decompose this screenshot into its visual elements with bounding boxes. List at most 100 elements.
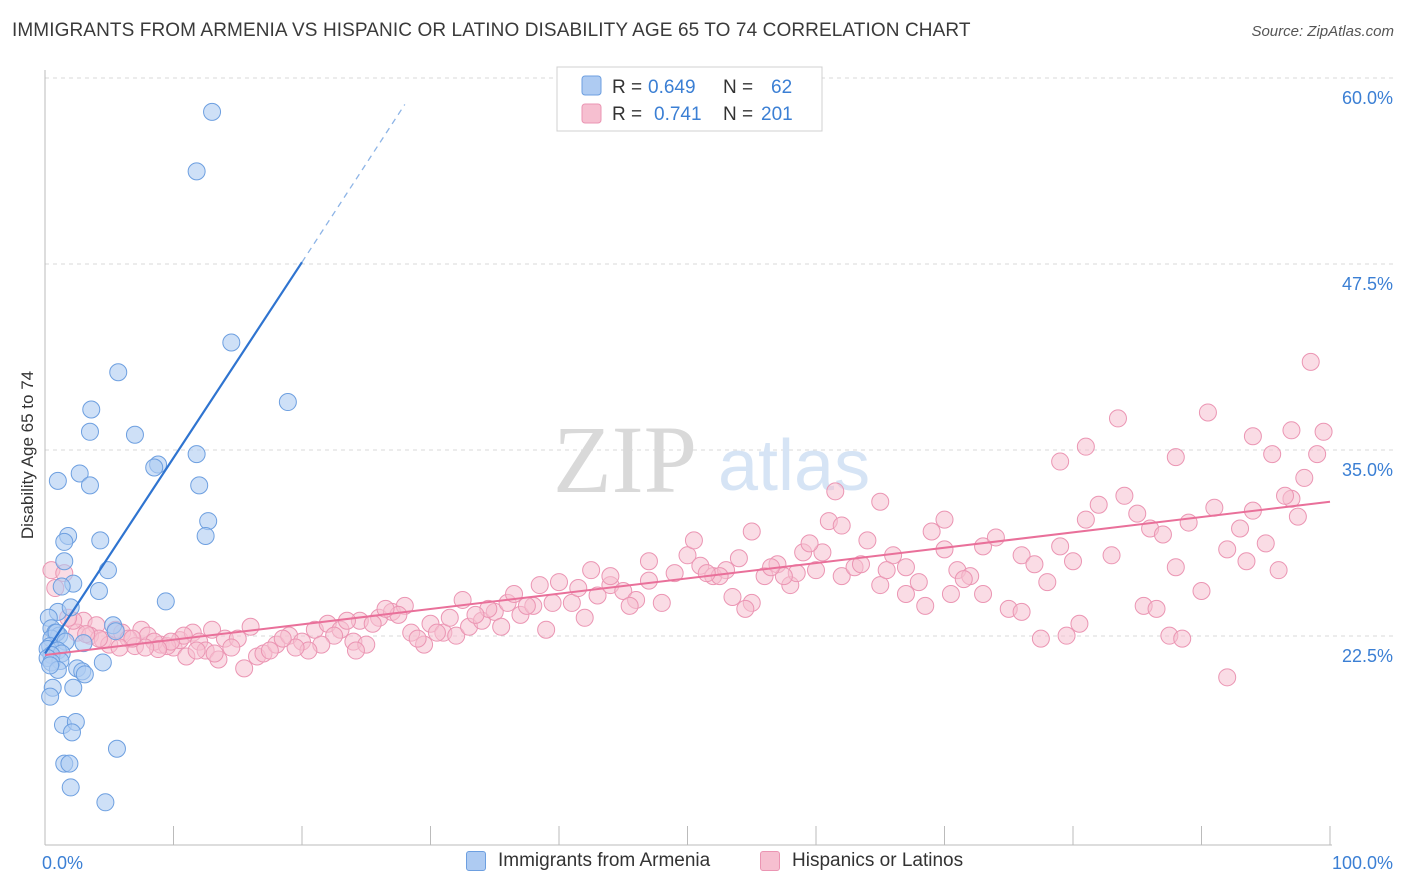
hispanics-point	[736, 599, 755, 618]
hispanics-point	[916, 596, 935, 615]
hispanics-point	[665, 564, 684, 583]
legend-r-value-armenia: 0.649	[648, 77, 696, 98]
hispanics-point	[1064, 552, 1082, 571]
hispanics-point	[813, 543, 832, 562]
armenia-point	[278, 393, 297, 412]
bottom-legend: Immigrants from Armenia Hispanics or Lat…	[0, 850, 1406, 880]
watermark-zip: ZIP	[553, 406, 697, 513]
legend-n-value-hispanics: 201	[761, 104, 793, 125]
hispanics-point	[851, 555, 870, 574]
armenia-point	[107, 739, 126, 758]
armenia-point	[145, 458, 164, 477]
hispanics-point	[697, 564, 716, 583]
hispanics-point	[639, 571, 658, 590]
hispanics-point	[440, 608, 459, 627]
hispanics-point	[1076, 437, 1095, 456]
hispanics-point	[601, 567, 620, 586]
hispanics-point	[187, 641, 206, 660]
hispanics-point	[530, 576, 549, 595]
hispanics-point	[1269, 561, 1288, 580]
hispanics-point	[260, 641, 279, 660]
armenia-point	[41, 656, 60, 675]
hispanics-point	[1038, 573, 1057, 592]
hispanics-point	[871, 492, 890, 511]
hispanics-point	[517, 596, 536, 615]
legend-swatch-armenia-bottom	[466, 851, 486, 871]
legend-item-armenia: Immigrants from Armenia	[466, 850, 710, 872]
hispanics-point	[582, 561, 601, 580]
y-tick-label-2: 47.5%	[1342, 274, 1393, 294]
hispanics-point	[346, 641, 365, 660]
hispanics-point	[800, 534, 819, 553]
hispanics-point	[1231, 519, 1250, 538]
hispanics-point	[1205, 498, 1224, 517]
grid-lines	[45, 77, 1395, 637]
legend-r-value-hispanics: 0.741	[654, 104, 702, 125]
hispanics-point	[1070, 614, 1089, 633]
hispanics-point	[1108, 409, 1127, 428]
hispanics-point	[1308, 445, 1327, 464]
armenia-point	[55, 552, 74, 571]
hispanics-point	[941, 584, 960, 603]
hispanics-point	[684, 531, 703, 550]
x-tick-label-0: 0.0%	[42, 853, 83, 873]
armenia-point	[80, 422, 99, 441]
legend-label-hispanics: Hispanics or Latinos	[792, 850, 964, 871]
hispanics-point	[1288, 507, 1307, 526]
hispanics-point	[222, 638, 241, 657]
hispanics-point	[871, 576, 890, 595]
axes	[44, 70, 1332, 846]
legend-label-armenia: Immigrants from Armenia	[498, 850, 711, 871]
hispanics-point	[1173, 629, 1192, 648]
y-tick-label-3: 60.0%	[1342, 88, 1393, 108]
hispanics-point	[652, 593, 671, 612]
hispanics-point	[1057, 626, 1076, 645]
hispanics-point	[1025, 555, 1044, 574]
legend-item-hispanics: Hispanics or Latinos	[760, 850, 963, 872]
hispanics-point	[550, 573, 568, 592]
armenia-point	[190, 476, 209, 495]
armenia-point	[187, 162, 206, 181]
hispanics-point	[1218, 540, 1237, 559]
hispanics-point	[1166, 448, 1185, 467]
hispanics-point	[1031, 629, 1050, 648]
hispanics-point	[562, 593, 581, 612]
armenia-point	[222, 333, 241, 352]
armenia-point	[199, 512, 218, 531]
hispanics-point	[123, 629, 142, 648]
hispanics-point	[858, 531, 877, 550]
watermark-atlas: atlas	[718, 426, 870, 506]
armenia-point	[52, 577, 71, 596]
armenia-point	[89, 582, 108, 601]
armenia-point	[196, 526, 215, 545]
series-armenia-points	[38, 102, 297, 812]
hispanics-point	[1051, 537, 1070, 556]
armenia-point	[70, 464, 89, 483]
legend-r-label-hispanics: R =	[612, 104, 642, 125]
hispanics-point	[588, 586, 607, 605]
armenia-point	[80, 476, 99, 495]
legend-r-label-armenia: R =	[612, 77, 642, 98]
hispanics-point	[205, 644, 224, 663]
hispanics-point	[986, 528, 1005, 547]
hispanics-point	[241, 617, 260, 636]
hispanics-point	[832, 567, 851, 586]
legend-n-value-armenia: 62	[771, 77, 792, 98]
armenia-point	[91, 531, 110, 550]
hispanics-point	[742, 522, 761, 541]
y-tick-label-0: 22.5%	[1342, 646, 1393, 666]
hispanics-point	[909, 573, 928, 592]
hispanics-point	[1237, 552, 1256, 571]
hispanics-point	[723, 587, 742, 606]
hispanics-point	[1179, 513, 1198, 532]
hispanics-point	[427, 623, 446, 642]
hispanics-point	[896, 584, 915, 603]
hispanics-point	[1102, 546, 1121, 565]
trend-line-hispanics	[44, 500, 1331, 656]
hispanics-point	[543, 593, 562, 612]
armenia-point	[55, 532, 74, 551]
hispanics-point	[974, 584, 993, 603]
hispanics-point	[1314, 422, 1333, 441]
armenia-point	[156, 592, 175, 611]
